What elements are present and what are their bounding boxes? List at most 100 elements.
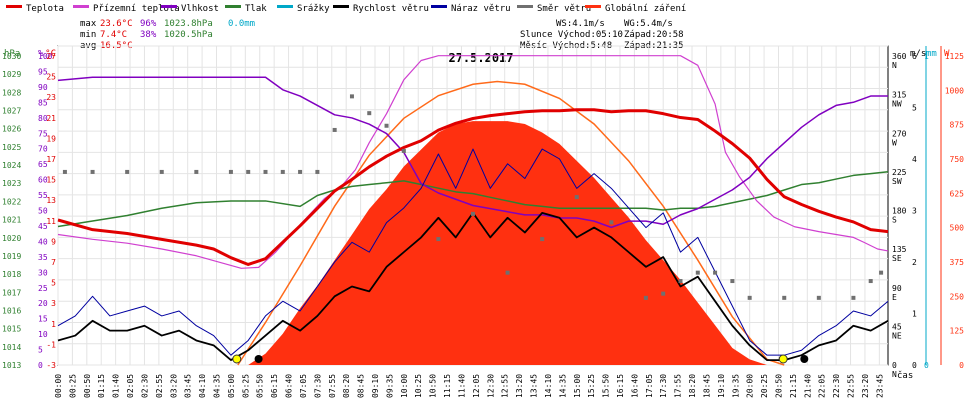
legend-label: Rychlost větru — [353, 4, 429, 14]
hpa-tick-label: 1020 — [2, 234, 21, 243]
radiation-layer — [237, 80, 785, 366]
wind-direction-point — [159, 169, 164, 174]
x-unit: čas — [897, 370, 913, 381]
x-tick-label: 16:15 — [616, 374, 625, 398]
ms-tick-label: 0 — [912, 361, 917, 370]
wind-direction-point — [851, 295, 856, 300]
pct-tick-label: 95 — [38, 67, 48, 76]
x-tick-label: 23:45 — [875, 374, 884, 398]
pct-tick-label: 85 — [38, 98, 48, 107]
wm2-tick-label: 250 — [950, 292, 965, 301]
stats-hum: 38% — [140, 30, 157, 40]
pct-tick-label: 80 — [38, 114, 48, 123]
x-tick-label: 12:30 — [486, 374, 495, 398]
wind-direction-point — [280, 169, 285, 174]
dir-compass-label: N — [892, 61, 897, 70]
x-tick-label: 00:50 — [83, 374, 92, 398]
pct-unit: % — [38, 49, 44, 59]
x-tick-label: 20:25 — [760, 374, 769, 398]
dir-compass-label: E — [892, 293, 897, 302]
hpa-tick-label: 1029 — [2, 70, 21, 79]
legend-swatch — [517, 5, 533, 8]
x-tick-label: 06:15 — [270, 374, 279, 398]
x-tick-label: 03:20 — [169, 374, 178, 398]
hpa-unit: hPa — [4, 49, 20, 59]
info-wg: WG:5.4m/s — [624, 19, 673, 29]
temp-tick-label: 27 — [46, 52, 56, 61]
legend-label: Směr větru — [537, 4, 591, 14]
wm2-tick-label: 0 — [959, 361, 964, 370]
hpa-tick-label: 1015 — [2, 325, 21, 334]
dir-tick-label: 270 — [892, 129, 907, 138]
wm2-tick-label: 875 — [950, 121, 965, 130]
x-tick-label: 15:50 — [602, 374, 611, 398]
stats-label: max — [80, 19, 97, 29]
x-tick-label: 02:55 — [155, 374, 164, 398]
hpa-tick-label: 1025 — [2, 143, 21, 152]
wind-direction-point — [730, 279, 735, 284]
hpa-tick-label: 1017 — [2, 288, 21, 297]
series-lines — [57, 55, 889, 361]
x-tick-label: 14:35 — [558, 374, 567, 398]
temp-tick-label: 17 — [46, 155, 56, 164]
x-tick-label: 17:55 — [674, 374, 683, 398]
wind-direction-point — [332, 127, 337, 132]
stats-temp: 23.6°C — [100, 19, 133, 29]
x-tick-label: 04:35 — [213, 374, 222, 398]
ms-tick-label: 5 — [912, 104, 917, 113]
dir-tick-label: 180 — [892, 207, 907, 216]
hpa-tick-label: 1021 — [2, 216, 21, 225]
info-sun-set: Západ:20:58 — [624, 30, 684, 40]
hpa-tick-label: 1022 — [2, 197, 21, 206]
dir-compass-label: S — [892, 216, 897, 225]
wm2-tick-label: 125 — [950, 327, 965, 336]
hpa-tick-label: 1024 — [2, 161, 21, 170]
mm-tick-label: 0 — [924, 361, 929, 370]
x-tick-label: 04:10 — [198, 374, 207, 398]
wind-gust-line — [57, 148, 889, 356]
pct-tick-label: 5 — [38, 346, 43, 355]
pct-tick-label: 50 — [38, 207, 48, 216]
dir-compass-label: NE — [892, 331, 902, 340]
dir-tick-label: 45 — [892, 322, 902, 331]
pct-tick-label: 35 — [38, 253, 48, 262]
x-tick-label: 18:20 — [688, 374, 697, 398]
temp-tick-label: 1 — [51, 320, 56, 329]
pct-tick-label: 90 — [38, 83, 48, 92]
x-tick-label: 05:50 — [256, 374, 265, 398]
legend-swatch — [333, 5, 349, 8]
legend-label: Přízemní teplota — [93, 4, 180, 14]
temp-tick-label: -3 — [46, 361, 56, 370]
x-tick-label: 12:55 — [501, 374, 510, 398]
stats-press: 1023.8hPa — [164, 19, 213, 29]
ms-tick-label: 1 — [912, 310, 917, 319]
wm2-tick-label: 750 — [950, 155, 965, 164]
x-tick-label: 05:00 — [227, 374, 236, 398]
pct-tick-label: 25 — [38, 284, 48, 293]
dir-tick-label: 135 — [892, 245, 907, 254]
wind-direction-point — [228, 169, 233, 174]
sunset-marker — [778, 354, 788, 364]
axes: 1030102910281027102610251024102310221021… — [2, 46, 964, 398]
hpa-tick-label: 1019 — [2, 252, 21, 261]
pct-tick-label: 65 — [38, 160, 48, 169]
legend-swatch — [73, 5, 89, 8]
wind-direction-point — [62, 169, 67, 174]
wind-direction-point — [609, 220, 614, 225]
temp-tick-label: 3 — [51, 299, 56, 308]
hpa-tick-label: 1013 — [2, 361, 21, 370]
x-tick-label: 10:25 — [414, 374, 423, 398]
stats-hum: 96% — [140, 19, 157, 29]
ms-tick-label: 4 — [912, 155, 917, 164]
x-tick-label: 02:30 — [140, 374, 149, 398]
wind-direction-point — [384, 123, 389, 128]
hpa-tick-label: 1026 — [2, 125, 21, 134]
x-tick-label: 01:40 — [112, 374, 121, 398]
legend-swatch — [6, 5, 22, 8]
pressure-line — [57, 171, 889, 228]
wm2-unit: W — [944, 49, 950, 59]
temp-tick-label: 21 — [46, 114, 56, 123]
dir-tick-label: 315 — [892, 91, 907, 100]
temp-tick-label: -1 — [46, 340, 56, 349]
x-tick-label: 14:10 — [544, 374, 553, 398]
